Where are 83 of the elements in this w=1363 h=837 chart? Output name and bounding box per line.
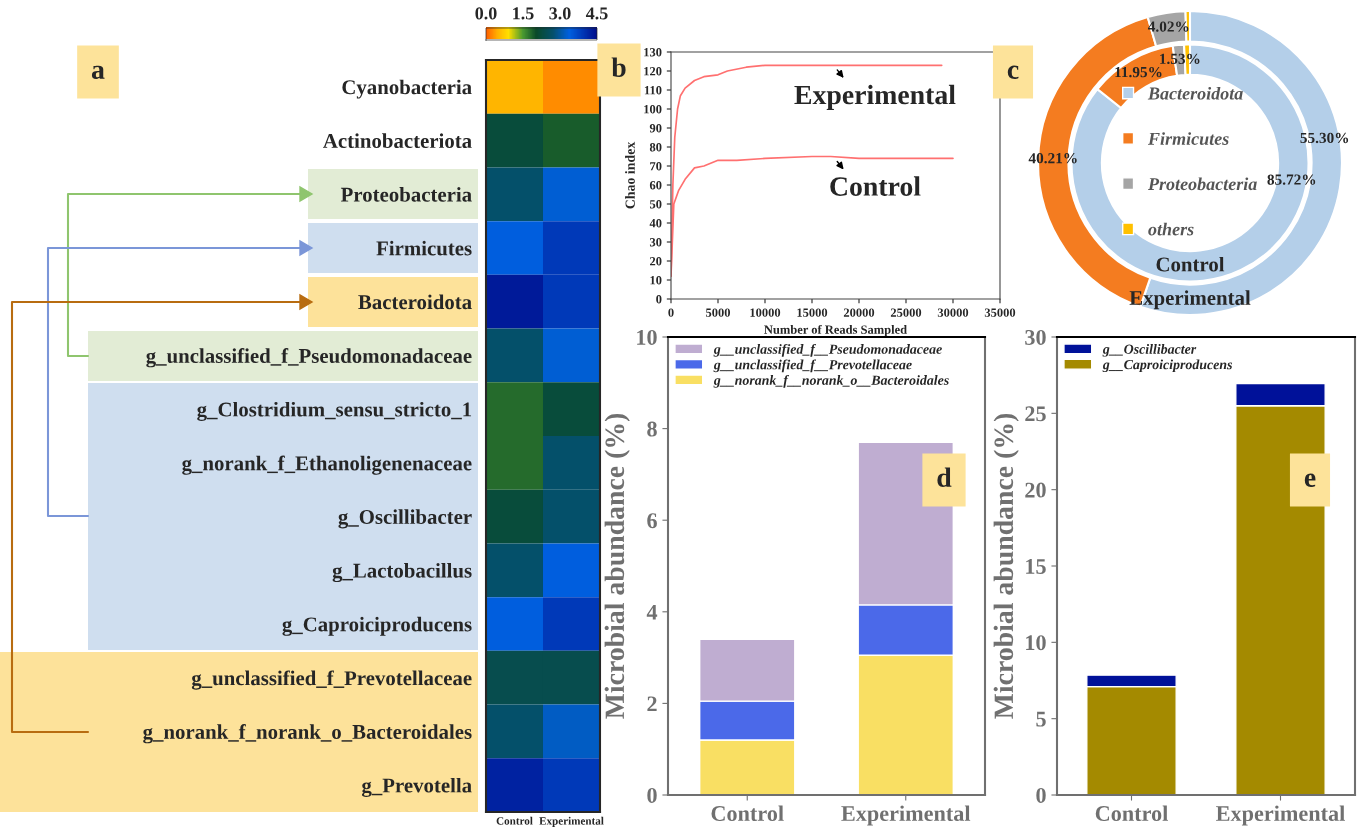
- x-tick-label: Control: [711, 805, 784, 822]
- legend-label: g__Caproiciproducens: [1102, 359, 1233, 373]
- y-tick-label: 0: [1036, 787, 1046, 803]
- y-tick-label: 2: [647, 696, 657, 712]
- x-tick-label: 15000: [797, 308, 828, 317]
- series-label: Control: [830, 176, 921, 196]
- x-tick-label: Experimental: [841, 805, 971, 826]
- x-tick-label: 25000: [890, 308, 922, 317]
- color-bar-label: 3.0: [549, 7, 571, 20]
- y-tick-label: 90: [649, 124, 662, 133]
- y-axis-title: Microbial abundance (%): [604, 413, 630, 719]
- y-tick-label: 25: [1025, 406, 1046, 422]
- y-tick-label: 6: [647, 513, 657, 529]
- legend-label: g__Oscillibacter: [1102, 344, 1197, 357]
- y-tick-label: 80: [649, 143, 662, 152]
- y-tick-label: 0: [647, 787, 657, 803]
- y-tick-label: g_unclassified_f_Prevotellaceae: [191, 670, 472, 690]
- y-axis-title: Microbial abundance (%): [993, 413, 1019, 719]
- legend-label: g__unclassified_f__Prevotellaceae: [713, 359, 912, 373]
- y-tick-label: 4: [646, 604, 658, 620]
- y-tick-label: 8: [647, 421, 657, 437]
- y-tick-label: 5: [1036, 711, 1046, 727]
- y-tick-label: g_norank_f_norank_o_Bacteroidales: [143, 724, 472, 744]
- y-tick-label: 30: [649, 238, 662, 247]
- legend-label: Bacteroidota: [1147, 86, 1243, 100]
- x-tick-label: 5000: [706, 308, 731, 317]
- y-tick-label: Actinobacteriota: [323, 133, 472, 148]
- y-tick-label: g_Clostridium_sensu_stricto_1: [197, 401, 472, 421]
- text: a: [91, 65, 105, 79]
- y-tick-label: 50: [649, 200, 662, 209]
- slice-label: Control: [1156, 256, 1225, 272]
- y-tick-label: 15: [1026, 559, 1046, 574]
- y-tick-label: 10: [650, 276, 662, 285]
- y-tick-label: 30: [1025, 329, 1046, 345]
- color-bar-label: 1.5: [513, 7, 534, 20]
- series-label: Experimental: [794, 84, 956, 111]
- y-tick-label: 40: [649, 219, 662, 228]
- legend-label: Proteobacteria: [1147, 177, 1257, 191]
- x-tick-label: 20000: [843, 308, 875, 317]
- text: c: [1007, 65, 1019, 79]
- legend-label: g__unclassified_f__Pseudomonadaceae: [713, 343, 942, 357]
- color-bar-label: 4.5: [585, 7, 608, 20]
- y-tick-label: Proteobacteria: [340, 187, 472, 202]
- data-label: 55.30%: [1300, 132, 1349, 144]
- legend-label: others: [1148, 222, 1194, 236]
- y-tick-label: 20: [1025, 482, 1046, 498]
- x-tick-label: Control: [1095, 805, 1168, 822]
- y-tick-label: 100: [644, 105, 662, 114]
- y-tick-label: Bacteroidota: [358, 294, 472, 310]
- y-tick-label: 110: [644, 86, 662, 95]
- legend-label: g__norank_f__norank_o__Bacteroidales: [713, 374, 949, 388]
- y-tick-label: 0: [656, 295, 662, 304]
- y-tick-label: g_Prevotella: [361, 777, 472, 797]
- data-label: 11.95%: [1115, 66, 1162, 78]
- x-tick-label: Control: [496, 816, 533, 825]
- x-tick-label: 30000: [937, 308, 969, 317]
- y-tick-label: g_Oscillibacter: [338, 509, 472, 529]
- y-tick-label: 10: [637, 329, 657, 345]
- y-axis-title: Chao index: [625, 141, 635, 209]
- y-tick-label: 10: [1026, 635, 1046, 651]
- y-tick-label: g_unclassified_f_Pseudomonadaceae: [146, 348, 472, 368]
- y-tick-label: g_norank_f_Ethanoligenenaceae: [182, 455, 472, 475]
- annotation: e: [1304, 473, 1316, 487]
- x-tick-label: Experimental: [539, 816, 604, 827]
- legend-label: Firmicutes: [1147, 132, 1229, 145]
- x-tick-label: Experimental: [1216, 805, 1345, 826]
- x-tick-label: 10000: [750, 308, 781, 317]
- x-tick-label: 35000: [984, 308, 1016, 317]
- y-tick-label: 20: [650, 257, 662, 266]
- annotation: d: [937, 467, 952, 487]
- x-tick-label: 0: [668, 308, 674, 317]
- y-tick-label: 120: [644, 67, 662, 76]
- y-tick-label: 60: [649, 181, 662, 190]
- x-axis-title: Number of Reads Sampled: [764, 324, 907, 337]
- y-tick-label: Cyanobacteria: [342, 79, 472, 99]
- color-bar-label: 0.0: [475, 7, 497, 20]
- y-tick-label: 70: [650, 162, 662, 171]
- data-label: 85.72%: [1267, 174, 1316, 185]
- y-tick-label: 130: [644, 48, 662, 57]
- y-tick-label: g_Caproiciproducens: [282, 616, 472, 636]
- text: b: [611, 57, 626, 77]
- y-tick-label: g_Lactobacillus: [332, 563, 472, 583]
- y-tick-label: Firmicutes: [376, 240, 472, 256]
